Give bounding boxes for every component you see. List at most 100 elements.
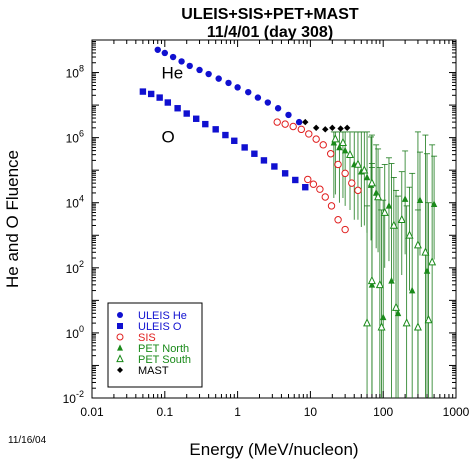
mast-point [337,125,344,132]
pet-south-point [338,137,347,146]
pet-south-point [392,302,401,311]
uleis-he-point [285,111,292,119]
uleis-o-point [260,157,268,164]
pet-south-point [346,149,355,158]
pet-south-point [428,257,437,266]
sis-point [348,179,356,187]
pet-north-point [416,196,424,203]
y-tick-label: 10-2 [63,389,84,406]
uleis-o-point [202,120,209,128]
uleis-o-point [302,183,309,191]
uleis-he-point [295,118,303,126]
mast-point [302,118,309,126]
uleis-o-point [139,88,147,95]
uleis-he-point [196,66,203,74]
pet-north-point [363,173,371,181]
sis-point [305,130,313,138]
uleis-he-point [161,49,168,57]
uleis-o-point [183,110,190,117]
uleis-o-point [174,105,181,112]
legend-label-sis: SIS [138,332,156,344]
pet-south-point [397,214,406,224]
legend-marker-uleis-o [117,323,123,329]
pet-south-point [413,322,422,331]
y-tick-label: 100 [66,324,84,341]
pet-south-point [421,247,430,256]
sis-point [354,186,362,195]
legend-box [107,302,203,388]
uleis-o-point [156,94,163,101]
series-annotation-he: He [161,64,183,83]
mast-point [343,124,351,132]
uleis-he-point [205,70,212,78]
uleis-he-point [154,46,161,53]
x-tick-label: 1000 [443,405,470,419]
pet-north-point [394,309,402,317]
uleis-o-point [241,144,248,151]
pet-south-point [374,192,383,201]
uleis-o-point [222,131,229,139]
sis-point [312,135,320,143]
sis-point [341,169,349,178]
pet-south-point [367,178,376,187]
pet-north-point [380,313,387,321]
axis-ticks: 0.01 0.1 1 10 100 1000 10-2 100 102 104 106 108 [63,40,470,419]
x-tick-label: 0.01 [80,405,104,419]
uleis-o-point [147,90,155,98]
pet-north-point [388,276,395,284]
chart-title: ULEIS+SIS+PET+MAST [181,6,359,23]
mast-point [329,124,336,132]
uleis-he-point [186,62,193,70]
legend-marker-mast [117,367,123,373]
uleis-he-point [264,99,272,106]
uleis-o-point [164,99,172,106]
y-axis-label: He and O Fluence [3,150,22,288]
uleis-o-point [212,126,219,133]
uleis-he-point [274,105,282,112]
sis-point [297,125,306,134]
pet-south-point [380,207,389,216]
legend-marker-uleis-he [117,312,123,318]
legend-marker-sis [116,333,124,341]
pet-north-point [408,286,416,294]
series-annotation-o: O [161,127,174,146]
legend-marker-pet-north [117,344,123,351]
pet-north-point [336,143,343,151]
y-tick-label: 106 [66,129,84,146]
uleis-he-point [215,75,222,82]
uleis-he-point [234,84,241,91]
pet-north-point [341,146,349,154]
legend-label-uleis-he: ULEIS He [138,310,187,322]
date-stamp: 11/16/04 [8,435,47,446]
mast-point [322,126,329,133]
legend-label-pet-south: PET South [138,354,191,366]
pet-south-point [367,275,376,285]
pet-south-point [389,220,398,229]
pet-south-point [377,322,386,331]
plot-frame [91,39,457,399]
y-tick-label: 104 [66,194,84,211]
legend-label-mast: MAST [138,365,169,377]
sis-point [273,118,281,126]
pet-south-point [353,159,362,168]
x-tick-label: 10 [304,405,318,419]
pet-north-point [401,195,409,202]
pet-south-point [402,318,411,327]
pet-south-point [375,279,384,289]
y-tick-label: 102 [66,259,84,276]
legend-marker-pet-south [116,354,124,363]
x-tick-label: 1 [234,405,241,419]
pet-south-point [331,134,340,143]
uleis-o-point [292,176,299,184]
legend-label-uleis-o: ULEIS O [138,321,182,333]
sis-point [326,150,335,158]
uleis-he-point [178,58,185,65]
sis-point [304,175,312,184]
y-tick-label: 108 [66,64,84,81]
pet-north-point [423,267,431,274]
pet-south-point [363,318,372,327]
pet-south-point [360,165,369,174]
uleis-he-point [254,94,262,101]
